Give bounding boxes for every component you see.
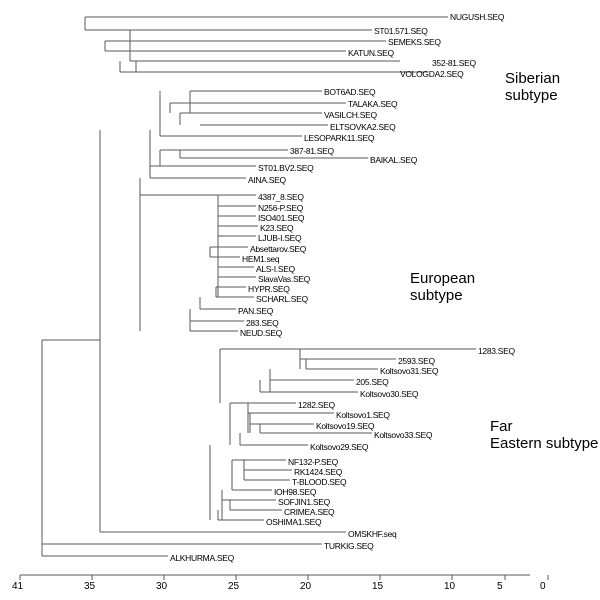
tip-label: ALS-I.SEQ — [256, 264, 295, 274]
tip-label: SEMEKS.SEQ — [388, 37, 441, 47]
axis-tick-label: 35 — [84, 581, 95, 592]
tip-label: ISO401.SEQ — [258, 213, 304, 223]
tip-label: VOLOGDA2.SEQ — [400, 69, 463, 79]
tip-label: Koltsovo19.SEQ — [316, 421, 374, 431]
tip-label: Absettarov.SEQ — [250, 244, 306, 254]
tip-label: LESOPARK11.SEQ — [304, 133, 374, 143]
tip-label: 4387_8.SEQ — [258, 192, 304, 202]
clade-label: FarEastern subtype — [490, 418, 598, 453]
tip-label: NEUD.SEQ — [240, 328, 282, 338]
tip-label: SlavaVas.SEQ — [258, 274, 310, 284]
tip-label: 352-81.SEQ — [432, 58, 476, 68]
tip-label: 283.SEQ — [246, 318, 278, 328]
tip-label: HYPR.SEQ — [248, 284, 290, 294]
axis-tick-label: 20 — [300, 581, 311, 592]
axis-tick-label: 25 — [228, 581, 239, 592]
tip-label: KATUN.SEQ — [348, 48, 394, 58]
tip-label: IOH98.SEQ — [274, 487, 316, 497]
tip-label: BAIKAL.SEQ — [370, 155, 417, 165]
tip-label: OSHIMA1.SEQ — [266, 517, 321, 527]
tip-label: 205.SEQ — [356, 377, 388, 387]
tip-label: LJUB-I.SEQ — [258, 233, 301, 243]
axis-tick-label: 41 — [12, 581, 23, 592]
tip-label: NUGUSH.SEQ — [450, 12, 504, 22]
tip-label: AINA.SEQ — [248, 175, 286, 185]
tip-label: ST01.571.SEQ — [374, 26, 428, 36]
tip-label: 1283.SEQ — [478, 346, 515, 356]
tip-label: Koltsovo1.SEQ — [336, 410, 390, 420]
tip-label: TALAKA.SEQ — [348, 99, 397, 109]
tip-label: TURKIG.SEQ — [324, 541, 373, 551]
axis-tick-label: 30 — [156, 581, 167, 592]
axis-tick-label: 10 — [444, 581, 455, 592]
tip-label: SOFJIN1.SEQ — [278, 497, 330, 507]
tip-label: SCHARL.SEQ — [256, 294, 308, 304]
tip-label: Koltsovo31.SEQ — [380, 366, 438, 376]
tip-label: Koltsovo29.SEQ — [310, 442, 368, 452]
tip-label: ST01.BV2.SEQ — [258, 163, 313, 173]
tip-label: VASILCH.SEQ — [324, 110, 377, 120]
tip-label: CRIMEA.SEQ — [284, 507, 334, 517]
tip-label: ALKHURMA.SEQ — [170, 553, 234, 563]
clade-label: Siberiansubtype — [505, 70, 560, 105]
tip-label: 1282.SEQ — [298, 400, 335, 410]
tip-label: RK1424.SEQ — [294, 467, 342, 477]
tip-label: PAN.SEQ — [238, 306, 273, 316]
tip-label: OMSKHF.seq — [348, 529, 397, 539]
tip-label: N256-P.SEQ — [258, 203, 303, 213]
axis-tick-label: 0 — [540, 581, 546, 592]
tip-label: HEM1.seq — [242, 254, 279, 264]
tip-label: ELTSOVKA2.SEQ — [330, 122, 395, 132]
tip-label: T-BLOOD.SEQ — [292, 477, 346, 487]
tip-label: NF132-P.SEQ — [288, 457, 338, 467]
tip-label: K23.SEQ — [260, 223, 293, 233]
tip-label: Koltsovo33.SEQ — [374, 430, 432, 440]
axis-tick-label: 15 — [372, 581, 383, 592]
tip-label: Koltsovo30.SEQ — [360, 389, 418, 399]
tip-label: 2593.SEQ — [398, 356, 435, 366]
tip-label: BOT6AD.SEQ — [324, 87, 375, 97]
tip-label: 387-81.SEQ — [290, 146, 334, 156]
clade-label: Europeansubtype — [410, 270, 475, 305]
axis-tick-label: 5 — [497, 581, 503, 592]
